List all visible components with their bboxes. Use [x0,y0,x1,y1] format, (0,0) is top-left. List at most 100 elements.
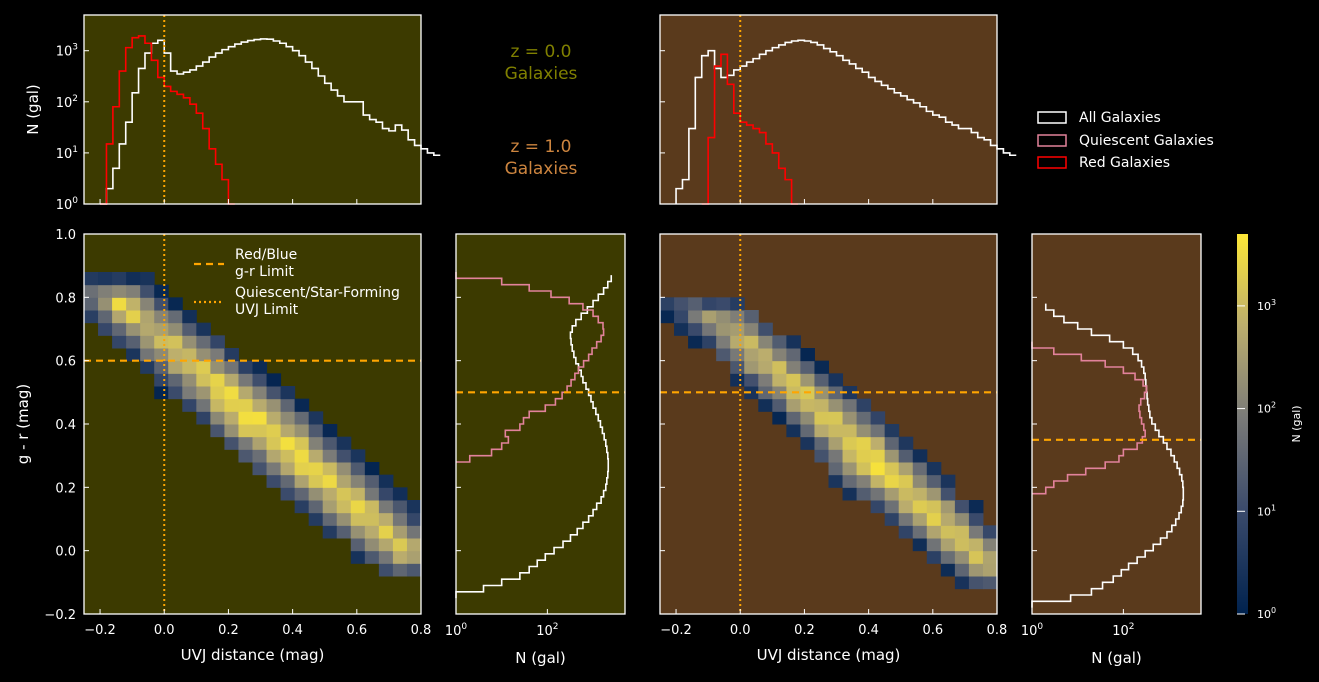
heatmap-cell [842,424,858,438]
heatmap-cell [828,386,844,400]
heatmap-cell [898,500,914,514]
heatmap-cell [210,373,225,387]
plot-area [84,15,421,204]
heatmap-cell [744,348,759,362]
heatmap-cell [140,310,155,324]
heatmap-cell [280,386,296,400]
y-tick-label: 0.8 [55,291,76,306]
heatmap-cell [182,360,197,374]
heatmap-cell [828,373,844,387]
legend-inner-label: g-r Limit [235,264,294,280]
heatmap-cell [744,360,759,374]
heatmap-cell [210,360,225,374]
heatmap-cell [982,538,998,552]
heatmap-cell [322,474,338,488]
heatmap-cell [898,449,914,463]
heatmap-cell [772,386,787,400]
colorbar-tick-label: 100 [1257,606,1276,621]
heatmap-cell [294,449,310,463]
heatmap-cell [154,322,169,336]
heatmap-cell [926,538,942,552]
heatmap-cell [926,487,942,501]
heatmap-cell [98,272,113,286]
heatmap-cell [126,348,141,362]
y-tick-label: 1.0 [55,228,76,243]
heatmap-cell [716,348,731,362]
heatmap-cell [154,373,169,387]
heatmap-cell [280,424,296,438]
hist-all-galaxies [100,38,441,205]
heatmap-cell [238,360,253,374]
heatmap-cell [870,462,886,476]
heatmap-cell [322,424,338,438]
heatmap-cell [392,525,408,539]
heatmap-cell [322,487,338,501]
heatmap-cell [968,500,984,514]
heatmap-cell [182,322,197,336]
heatmap-cell [266,474,282,488]
heatmap-cell [744,335,759,349]
heatmap-cell [126,297,141,311]
heatmap-cell [294,487,310,501]
y-axis-label: N (gal) [24,84,42,135]
heatmap-cell [280,398,296,412]
heatmap-cell [758,348,773,362]
heatmap-cell [688,297,703,311]
heatmap-cell [828,411,844,425]
heatmap-cell [224,360,239,374]
x-tick-label: 0.0 [154,623,175,638]
heatmap-cell [814,373,829,387]
heatmap-cell [940,474,956,488]
heatmap-cell [322,436,338,450]
heatmap-cell [252,462,268,476]
heatmap-cell [758,335,773,349]
heatmap-cell [884,449,900,463]
heatmap-cell [660,310,675,324]
heatmap-cell [336,512,352,526]
heatmap-cell [842,487,858,501]
heatmap-cell [224,398,239,412]
heatmap-cell [210,348,225,362]
heatmap-cell [730,348,745,362]
heatmap-cell [210,386,225,400]
heatmap-cell [744,386,759,400]
heatmap-cell [294,500,310,514]
heatmap-cell [702,297,717,311]
heatmap-cell [364,500,380,514]
heatmap-cell [870,500,886,514]
legend-inner-label: UVJ Limit [235,302,299,318]
heatmap-cell [294,474,310,488]
heatmap-cell [322,500,338,514]
heatmap-cell [940,550,956,564]
heatmap-cell [154,360,169,374]
heatmap-cell [168,360,183,374]
heatmap-cell [196,360,211,374]
heatmap-cell [238,373,253,387]
heatmap-cell [744,322,759,336]
heatmap-cell [884,474,900,488]
heatmap-cell [392,487,408,501]
heatmap-cell [378,525,394,539]
heatmap-cell [182,310,197,324]
heatmap-cell [280,474,296,488]
heatmap-cell [674,322,689,336]
heatmap-cell [912,462,928,476]
x-tick-label: 0.2 [218,623,239,638]
heatmap-cell [112,272,127,286]
heatmap-cell [870,411,886,425]
heatmap-cell [294,398,310,412]
heatmap-cell [196,386,211,400]
legend-swatch-all [1037,111,1067,124]
x-tick-label: 0.0 [730,623,751,638]
plot-frame [455,233,626,615]
heatmap-cell [140,272,155,286]
plot-frame [659,14,998,205]
heatmap-cell [968,525,984,539]
heatmap-cell [912,525,928,539]
heatmap-cell [406,550,422,564]
heatmap-cell [350,550,366,564]
y-tick-label: 101 [56,145,78,162]
heatmap-cell [870,474,886,488]
heatmap-cell [224,424,239,438]
heatmap-cell [322,449,338,463]
